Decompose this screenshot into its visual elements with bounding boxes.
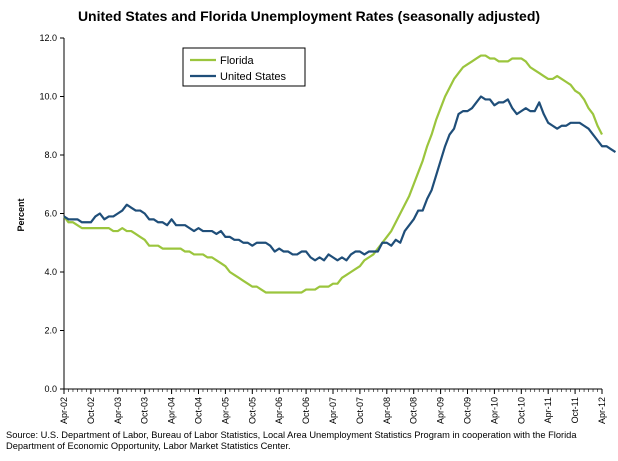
series-line-united-states [63, 95, 617, 262]
y-tick-label: 2.0 [44, 326, 57, 336]
x-tick-label: Apr-09 [436, 397, 446, 424]
x-tick-label: Oct-05 [247, 397, 257, 424]
y-tick-label: 0.0 [44, 384, 57, 394]
series-layer [63, 54, 617, 294]
x-tick-label: Apr-10 [489, 397, 499, 424]
x-tick-label: Oct-10 [516, 397, 526, 424]
x-tick-label: Oct-04 [194, 397, 204, 424]
y-tick-label: 6.0 [44, 209, 57, 219]
y-tick-label: 4.0 [44, 267, 57, 277]
legend-label-united-states: United States [220, 71, 287, 83]
x-tick-label: Oct-06 [301, 397, 311, 424]
x-tick-label: Apr-08 [382, 397, 392, 424]
source-note: Source: U.S. Department of Labor, Bureau… [6, 430, 577, 451]
x-tick-label: Oct-11 [570, 397, 580, 423]
x-tick-label: Apr-02 [59, 397, 69, 424]
x-axis: Apr-02 Oct-02 Apr-03 Oct-03 Apr-04 Oct-04 Apr-… [59, 388, 607, 424]
x-tick-label: Apr-12 [597, 397, 607, 424]
y-tick-label: 12.0 [39, 33, 57, 43]
x-tick-label: Oct-08 [409, 397, 419, 424]
x-tick-label: Apr-03 [113, 397, 123, 424]
y-axis: 0.0 2.0 4.0 6.0 8.0 10.0 12.0 [39, 33, 65, 394]
x-tick-label: Apr-06 [274, 397, 284, 424]
legend-label-florida: Florida [220, 55, 255, 67]
chart-title: United States and Florida Unemployment R… [77, 8, 541, 24]
y-axis-label: Percent [16, 198, 26, 231]
legend: Florida United States [182, 47, 306, 87]
x-tick-label: Apr-04 [167, 397, 177, 424]
x-tick-label: Apr-07 [328, 397, 338, 424]
legend-box [182, 47, 306, 87]
y-tick-label: 10.0 [39, 92, 57, 102]
x-tick-label: Oct-07 [355, 397, 365, 424]
x-tick-label: Apr-05 [220, 397, 230, 424]
y-tick-label: 8.0 [44, 150, 57, 160]
line-chart: 0.02.04.06.08.010.012.0 Apr-02 Oct-02 Apr-… [16, 33, 617, 424]
series-line-florida [63, 54, 603, 294]
x-tick-label: Oct-03 [140, 397, 150, 424]
x-tick-label: Oct-09 [463, 397, 473, 424]
x-tick-label: Apr-11 [543, 397, 553, 423]
x-tick-label: Oct-02 [86, 397, 96, 424]
